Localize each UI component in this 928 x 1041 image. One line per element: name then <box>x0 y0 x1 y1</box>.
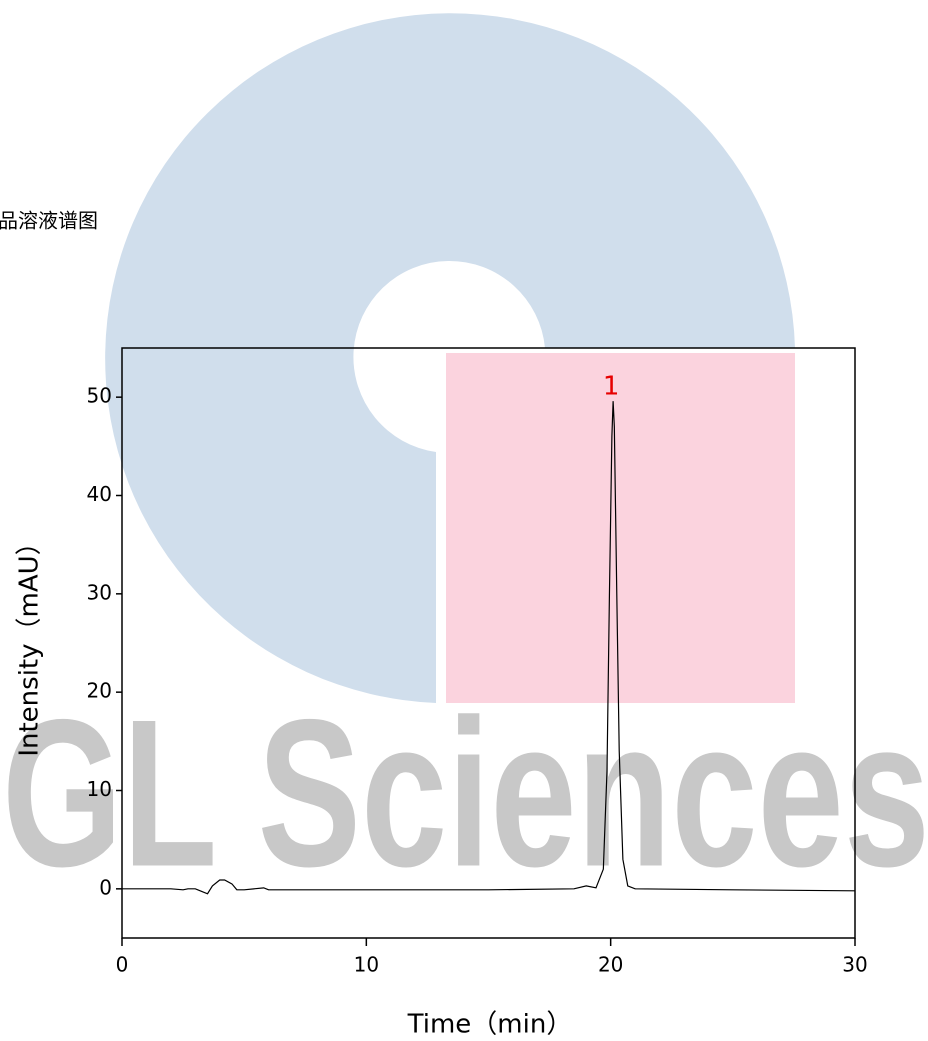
y-tick-label: 40 <box>87 482 112 506</box>
logo-background <box>105 13 796 704</box>
y-tick-label: 10 <box>87 777 112 801</box>
chart-title: 品溶液谱图 <box>0 209 98 233</box>
y-tick-label: 30 <box>87 580 112 604</box>
data-line <box>122 401 856 895</box>
y-tick-label: 20 <box>87 679 112 703</box>
peak-label: 1 <box>603 372 620 402</box>
logo-square <box>446 353 795 703</box>
x-tick-label: 0 <box>116 953 129 977</box>
y-tick-label: 0 <box>99 875 112 899</box>
plot-frame <box>121 347 856 939</box>
logo-ring <box>105 13 796 704</box>
y-tick-label: 50 <box>87 384 112 408</box>
watermark: GL Sciences <box>2 675 928 910</box>
x-tick-label: 20 <box>598 953 623 977</box>
x-axis-label: Time（min） <box>407 1010 573 1040</box>
y-axis-label: Intensity（mAU） <box>15 529 45 756</box>
x-tick-label: 10 <box>354 953 379 977</box>
x-tick-label: 30 <box>842 953 867 977</box>
